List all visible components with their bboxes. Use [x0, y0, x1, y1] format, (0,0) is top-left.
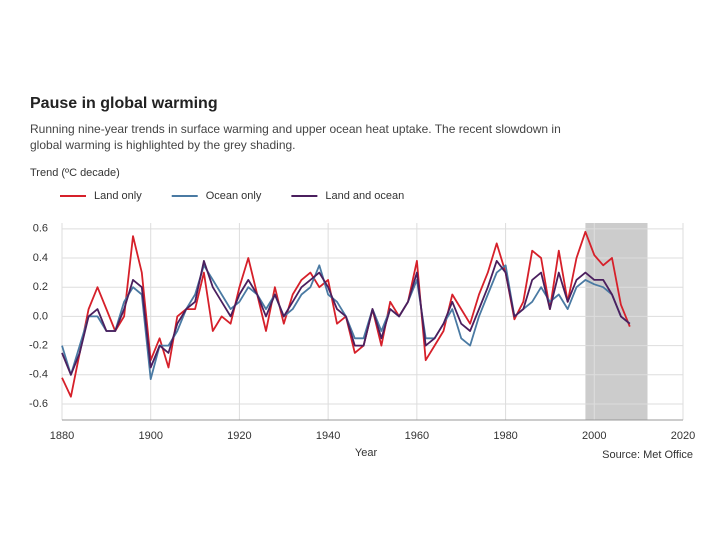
chart-title: Pause in global warming	[30, 95, 218, 112]
y-tick-label: -0.2	[29, 339, 48, 351]
source: Source: Met Office	[602, 449, 693, 461]
chart-subtitle: Running nine-year trends in surface warm…	[30, 122, 561, 136]
x-tick-label: 2020	[671, 430, 695, 442]
y-tick-label: 0.0	[33, 310, 48, 322]
y-axis-label: Trend (ºC decade)	[30, 167, 120, 179]
x-tick-label: 1900	[138, 430, 162, 442]
x-tick-label: 2000	[582, 430, 606, 442]
y-tick-label: 0.4	[33, 252, 48, 264]
x-tick-label: 1880	[50, 430, 74, 442]
x-tick-label: 1960	[405, 430, 429, 442]
x-axis-label: Year	[355, 447, 378, 459]
y-tick-label: -0.6	[29, 398, 48, 410]
y-tick-label: 0.2	[33, 281, 48, 293]
y-tick-label: 0.6	[33, 223, 48, 235]
chart-subtitle: global warming is highlighted by the gre…	[30, 138, 296, 152]
x-tick-label: 1940	[316, 430, 340, 442]
y-tick-label: -0.4	[29, 369, 48, 381]
x-tick-label: 1920	[227, 430, 251, 442]
legend-label: Land and ocean	[325, 190, 404, 202]
legend-label: Land only	[94, 190, 142, 202]
x-tick-label: 1980	[493, 430, 517, 442]
legend-label: Ocean only	[206, 190, 262, 202]
data-line	[61, 230, 631, 398]
data-line	[61, 260, 631, 376]
